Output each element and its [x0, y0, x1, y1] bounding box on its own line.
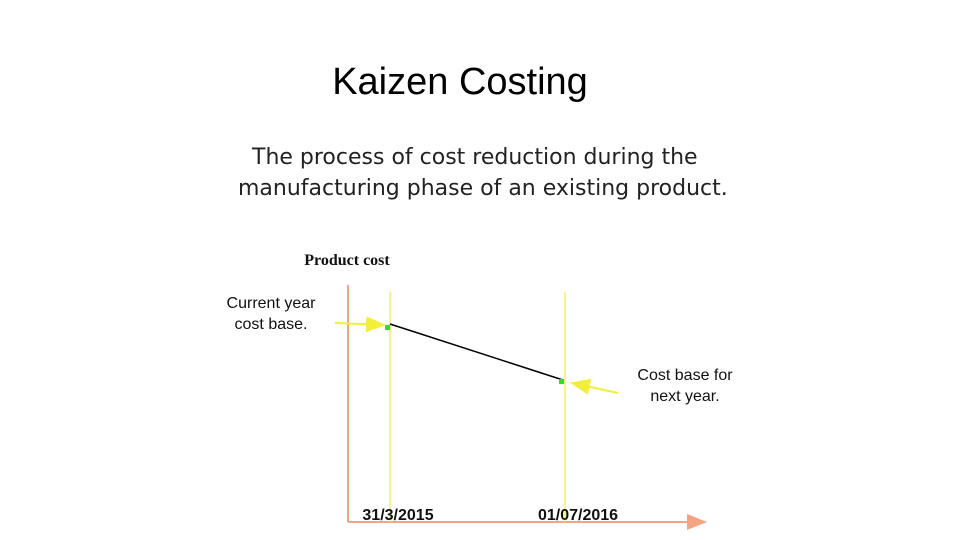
annotation-arrow: [570, 379, 619, 395]
point: [559, 379, 564, 384]
description-line: The process of cost reduction during the: [251, 145, 698, 170]
annotation: Current year: [227, 295, 317, 312]
annotation: next year.: [650, 388, 719, 405]
y-axis-label: Product cost: [304, 252, 390, 269]
cost-line: [389, 323, 564, 381]
annotation-arrow: [334, 316, 386, 333]
annotation: cost base.: [235, 316, 308, 333]
annotation: Cost base for: [637, 367, 733, 384]
date-label: 01/07/2016: [538, 507, 618, 524]
date-label: 31/3/2015: [362, 507, 433, 524]
slide-title: Kaizen Costing: [332, 61, 588, 103]
point: [385, 325, 390, 330]
description-line: manufacturing phase of an existing produ…: [238, 176, 728, 201]
